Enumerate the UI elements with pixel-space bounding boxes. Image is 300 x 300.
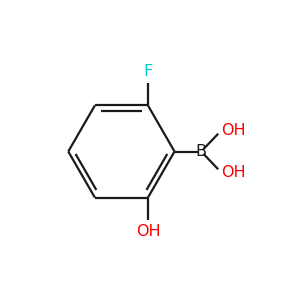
Text: OH: OH <box>221 166 245 181</box>
Text: B: B <box>196 144 207 159</box>
Text: OH: OH <box>136 224 160 239</box>
Text: F: F <box>143 64 153 79</box>
Text: OH: OH <box>221 122 245 137</box>
